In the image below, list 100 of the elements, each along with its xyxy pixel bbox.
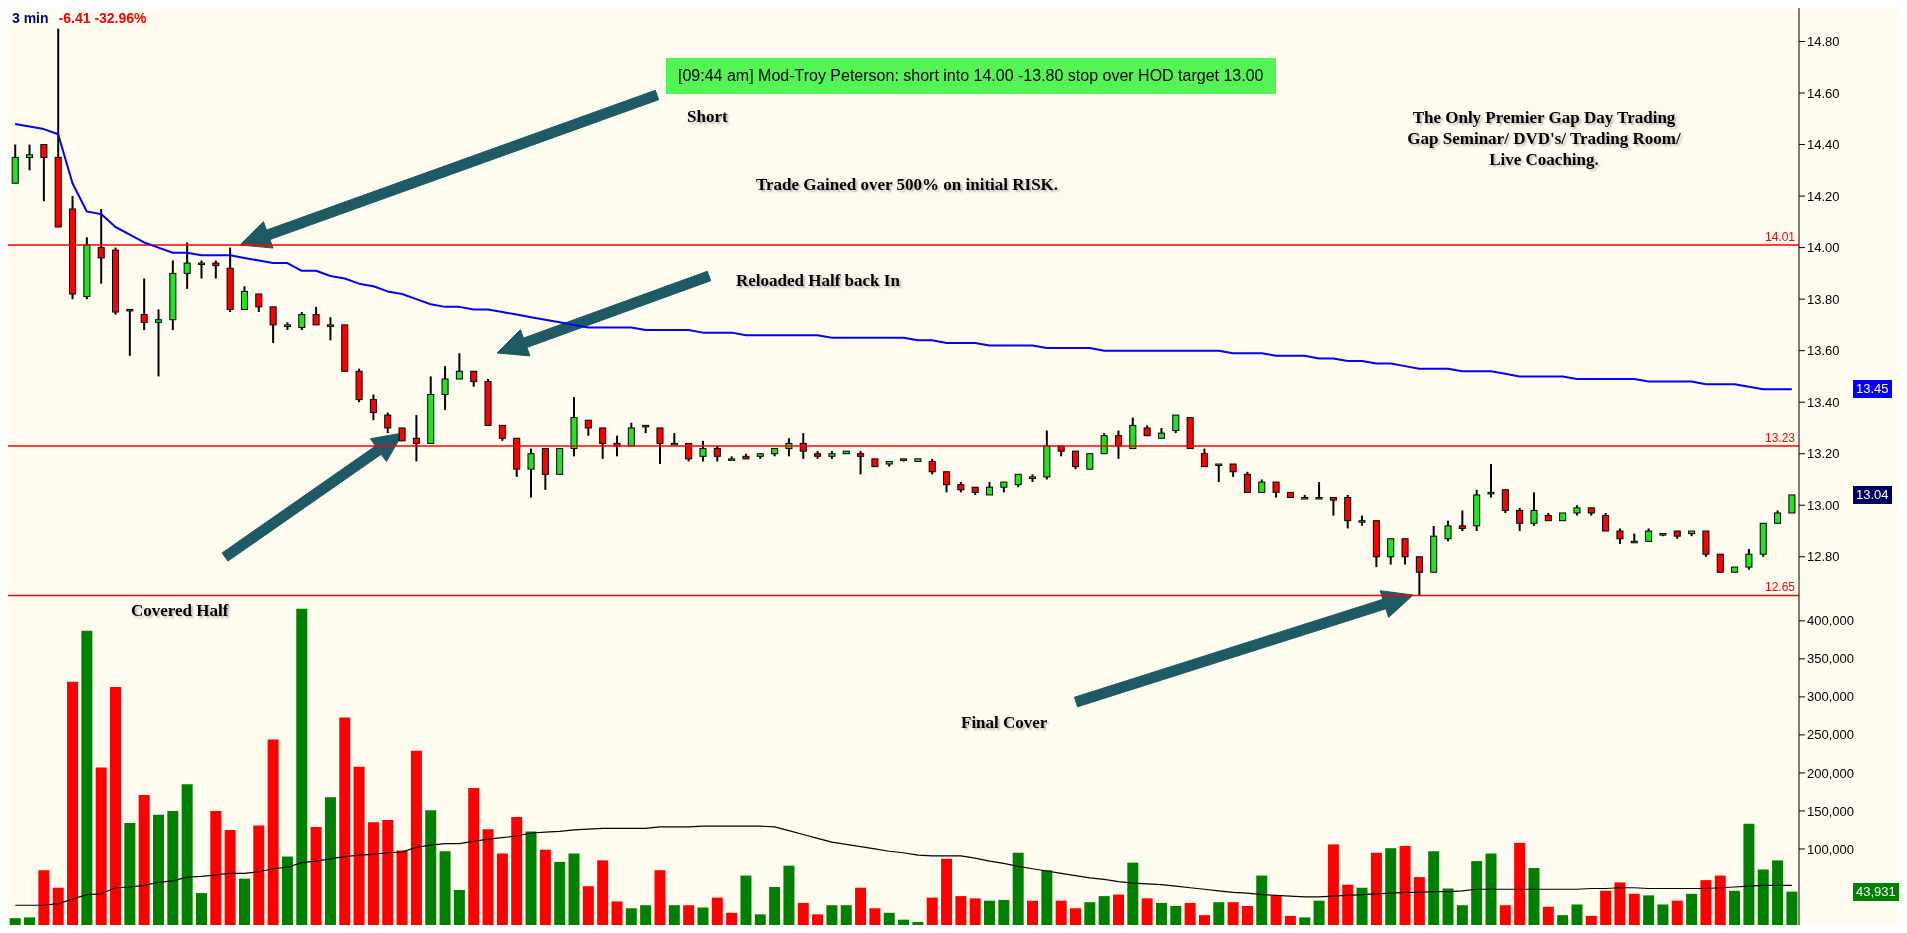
bar [855,887,867,925]
bar [597,860,609,925]
bar [582,886,594,925]
bar [453,890,465,925]
bar [1643,895,1655,925]
candlestick [384,411,392,435]
y-tick-label: 150,000 [1807,803,1854,819]
candlestick [943,470,951,494]
bar [1327,844,1339,925]
bar [1542,906,1554,925]
bar [797,902,809,925]
y-tick-label: 14.20 [1807,188,1840,204]
bar [468,788,480,925]
candlestick [1100,432,1108,455]
chart-title: 3 min [12,10,49,26]
bar [181,784,193,925]
candlestick [140,277,148,332]
bar [769,886,781,925]
bar [668,905,680,925]
bar [568,853,580,925]
candlestick [455,352,463,380]
bar [1385,848,1397,925]
y-tick-label: 14.00 [1807,240,1840,256]
bar [1600,890,1612,925]
candlestick [1329,496,1337,517]
bar [1155,902,1167,925]
bar [195,893,207,925]
bar [24,917,36,925]
bar [353,766,365,925]
bar [1614,882,1626,925]
annotation: [09:44 am] Mod-Troy Peterson: short into 14.00 -13.80 stop over HOD target 13.00 [666,58,1276,94]
bar [525,831,537,925]
bar [1514,842,1526,925]
bar [496,853,508,925]
bar [1313,900,1325,925]
candlestick [26,143,34,172]
bar [253,825,265,925]
y-tick-label: 14.60 [1807,85,1840,101]
bar [1413,877,1425,925]
bar [167,810,179,925]
bar [1671,900,1683,925]
bar [1141,898,1153,925]
bar [324,797,336,925]
bar [67,681,79,925]
annotation: Short [687,106,728,127]
bar [941,858,953,925]
candlestick [312,305,320,326]
bar [1442,888,1454,925]
candlestick [126,308,134,357]
text: 13.04 [1853,486,1892,504]
candlestick [1745,548,1753,571]
bar [1127,862,1139,925]
candlestick [369,393,377,422]
bar [998,899,1010,925]
bar [1027,900,1039,925]
bar [969,898,981,925]
bar [1700,880,1712,925]
bar [267,739,279,925]
bar [1055,900,1067,925]
bar [396,850,408,925]
chart-subtitle: -6.41 -32.96% [58,10,147,26]
ref-line-label: 13.23 [1764,430,1796,445]
candlestick [1501,488,1509,514]
bar [153,814,164,925]
bar [1428,851,1440,925]
candlestick [1344,493,1352,530]
bar [640,905,652,925]
bar [554,861,566,925]
bar [1270,895,1282,925]
bar [1170,905,1182,925]
bar [539,849,551,925]
bar [869,908,881,925]
annotation: Trade Gained over 500% on initial RISK. [756,174,1059,195]
bar [754,914,766,925]
ref-line-label: 14.01 [1764,230,1796,245]
bar [1772,860,1784,925]
bar [410,750,422,925]
text: 43,931 [1853,883,1899,901]
bar [1227,902,1239,925]
text: 13.45 [1853,380,1892,398]
candlestick [154,308,163,378]
bar [1729,890,1741,925]
candlestick [1788,493,1796,514]
y-tick-label: 13.20 [1807,446,1840,462]
bar [955,896,967,925]
bar [1213,902,1225,925]
bar [1184,902,1196,925]
bar [238,878,250,925]
bar [1299,917,1311,925]
bar [1628,893,1640,925]
candlestick [1315,481,1323,500]
candlestick [240,285,248,311]
bar [783,865,795,925]
bar [840,905,852,925]
bar [654,870,666,925]
y-tick-label: 13.60 [1807,343,1840,359]
bar [1256,875,1268,925]
candlestick [1243,470,1251,494]
bar [110,686,122,925]
y-tick-label: 250,000 [1807,727,1854,743]
